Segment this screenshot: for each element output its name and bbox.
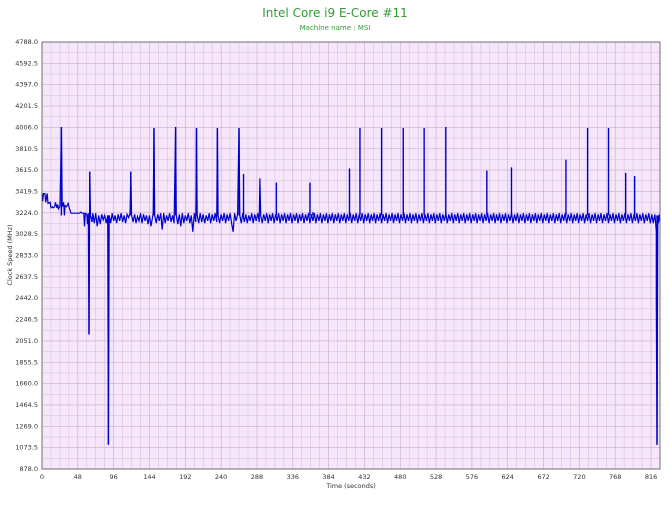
spike-marks (60, 126, 658, 445)
x-tick-label: 432 (358, 473, 370, 481)
clock-speed-series-line (41, 126, 661, 445)
x-tick-label: 576 (466, 473, 478, 481)
x-tick-label: 336 (287, 473, 299, 481)
x-axis-label: Time (seconds) (325, 482, 376, 490)
y-tick-label: 2051.0 (15, 337, 38, 345)
y-tick-label: 3224.0 (15, 209, 38, 217)
x-tick-label: 0 (40, 473, 44, 481)
y-tick-label: 2246.5 (15, 316, 38, 324)
y-tick-label: 4788.0 (15, 38, 38, 46)
y-tick-label: 2833.0 (15, 252, 38, 260)
y-tick-label: 4006.0 (15, 123, 38, 131)
y-tick-label: 2637.5 (15, 273, 38, 281)
x-tick-label: 720 (573, 473, 585, 481)
y-tick-label: 1464.5 (15, 401, 38, 409)
plot-border (41, 41, 661, 470)
chart-subtitle: Machine name : MSI (300, 24, 371, 32)
y-tick-label: 1269.0 (15, 422, 38, 430)
x-tick-label: 288 (251, 473, 263, 481)
y-tick-label: 3419.5 (15, 187, 38, 195)
y-tick-label: 1073.5 (15, 444, 38, 452)
chart-title: Intel Core i9 E-Core #11 (262, 6, 408, 20)
y-tick-label: 1660.0 (15, 380, 38, 388)
y-tick-label: 4592.5 (15, 59, 38, 67)
y-tick-labels: 878.0 1073.5 1269.0 1464.5 1660.0 1855.5 2051.… (15, 38, 38, 473)
x-tick-label: 624 (502, 473, 514, 481)
y-axis-label: Clock Speed (MHz) (6, 224, 14, 285)
x-tick-labels: 0 48 96 144 192 240 288 336 384 432 480 528 576 624 67… (40, 473, 657, 481)
x-tick-label: 96 (110, 473, 118, 481)
x-tick-label: 192 (179, 473, 191, 481)
x-tick-label: 144 (143, 473, 155, 481)
y-tick-label: 3615.0 (15, 166, 38, 174)
y-tick-label: 3810.5 (15, 145, 38, 153)
x-tick-label: 768 (609, 473, 621, 481)
y-tick-label: 4397.0 (15, 81, 38, 89)
x-tick-label: 528 (430, 473, 442, 481)
y-tick-label: 1855.5 (15, 358, 38, 366)
y-tick-label: 3028.5 (15, 230, 38, 238)
y-gridlines (42, 41, 660, 470)
x-tick-label: 816 (645, 473, 657, 481)
x-tick-label: 672 (537, 473, 549, 481)
y-tick-label: 4201.5 (15, 102, 38, 110)
x-tick-label: 240 (215, 473, 227, 481)
x-tick-label: 48 (74, 473, 82, 481)
y-tick-label: 878.0 (19, 465, 38, 473)
x-tick-label: 480 (394, 473, 406, 481)
y-tick-label: 2442.0 (15, 294, 38, 302)
x-tick-label: 384 (322, 473, 334, 481)
